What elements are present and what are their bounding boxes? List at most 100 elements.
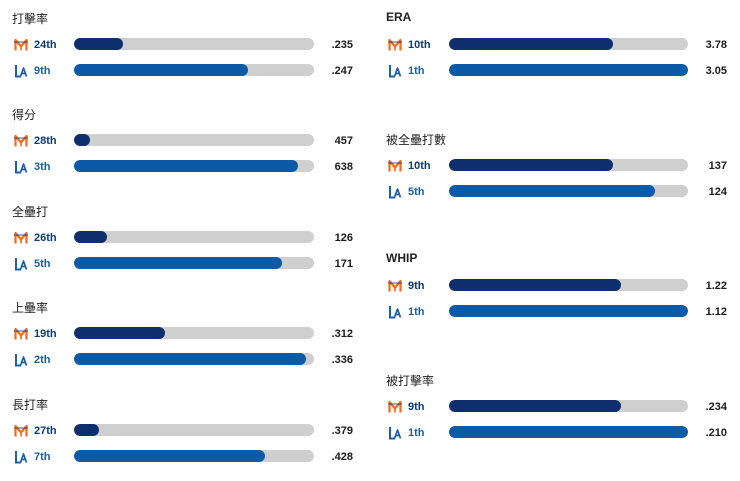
- value-label: .336: [331, 354, 353, 366]
- bar-row-dodgers: 3th 638: [12, 160, 362, 174]
- rank-label: 26th: [34, 232, 57, 244]
- dodgers-logo-icon: [15, 451, 28, 464]
- value-label: 126: [334, 232, 353, 244]
- bar-row-dodgers: 1th 3.05: [386, 64, 736, 78]
- stat-title: 上壘率: [12, 301, 49, 315]
- stat-title: 長打率: [12, 398, 49, 412]
- bar-track: [74, 327, 314, 339]
- bar-row-dodgers: 1th 1.12: [386, 305, 736, 319]
- mets-logo-icon: [388, 38, 402, 51]
- bar-track: [449, 400, 688, 412]
- bar-fill: [74, 231, 107, 243]
- rank-label: 1th: [408, 306, 425, 318]
- dodgers-logo-icon: [15, 65, 28, 78]
- bar-track: [449, 159, 688, 171]
- bar-fill: [449, 426, 688, 438]
- dodgers-logo-icon: [389, 306, 402, 319]
- bar-track: [449, 279, 688, 291]
- rank-label: 1th: [408, 65, 425, 77]
- value-label: 457: [334, 135, 353, 147]
- bar-row-dodgers: 5th 124: [386, 185, 736, 199]
- bar-row-mets: 9th .234: [386, 400, 736, 414]
- value-label: 1.12: [705, 306, 727, 318]
- value-label: .210: [705, 427, 727, 439]
- bar-track: [449, 305, 688, 317]
- bar-fill: [449, 38, 613, 50]
- stat-title: 得分: [12, 108, 37, 122]
- bar-row-mets: 28th 457: [12, 134, 362, 148]
- bar-fill: [74, 327, 165, 339]
- dodgers-logo-icon: [389, 65, 402, 78]
- bar-track: [449, 38, 688, 50]
- bar-track: [449, 64, 688, 76]
- value-label: .235: [331, 39, 353, 51]
- rank-label: 9th: [408, 280, 425, 292]
- rank-label: 19th: [34, 328, 57, 340]
- value-label: 3.05: [705, 65, 727, 77]
- bar-track: [74, 450, 314, 462]
- value-label: 137: [708, 160, 727, 172]
- stat-title: 打擊率: [12, 12, 49, 26]
- bar-row-dodgers: 7th .428: [12, 450, 362, 464]
- value-label: .379: [331, 425, 353, 437]
- bar-fill: [449, 64, 688, 76]
- bar-row-mets: 10th 137: [386, 159, 736, 173]
- bar-track: [74, 38, 314, 50]
- rank-label: 1th: [408, 427, 425, 439]
- bar-fill: [449, 185, 655, 197]
- rank-label: 28th: [34, 135, 57, 147]
- stat-title: 全壘打: [12, 205, 49, 219]
- bar-track: [74, 64, 314, 76]
- bar-fill: [74, 353, 306, 365]
- stat-title: WHIP: [386, 251, 418, 265]
- bar-track: [74, 231, 314, 243]
- stat-title: 被打擊率: [386, 374, 435, 388]
- mets-logo-icon: [388, 279, 402, 292]
- value-label: .428: [331, 451, 353, 463]
- value-label: .312: [331, 328, 353, 340]
- bar-row-mets: 10th 3.78: [386, 38, 736, 52]
- rank-label: 2th: [34, 354, 51, 366]
- mets-logo-icon: [388, 400, 402, 413]
- rank-label: 5th: [408, 186, 425, 198]
- bar-row-mets: 27th .379: [12, 424, 362, 438]
- bar-row-mets: 19th .312: [12, 327, 362, 341]
- rank-label: 9th: [34, 65, 51, 77]
- rank-label: 3th: [34, 161, 51, 173]
- bar-fill: [74, 450, 265, 462]
- bar-row-mets: 26th 126: [12, 231, 362, 245]
- mets-logo-icon: [14, 38, 28, 51]
- value-label: .234: [705, 401, 727, 413]
- bar-fill: [74, 424, 99, 436]
- dodgers-logo-icon: [15, 161, 28, 174]
- bar-track: [74, 160, 314, 172]
- value-label: 3.78: [705, 39, 727, 51]
- bar-row-mets: 24th .235: [12, 38, 362, 52]
- mets-logo-icon: [14, 327, 28, 340]
- bar-track: [74, 257, 314, 269]
- stat-title: 被全壘打數: [386, 133, 447, 147]
- bar-track: [74, 353, 314, 365]
- bar-fill: [449, 159, 613, 171]
- rank-label: 27th: [34, 425, 57, 437]
- bar-track: [74, 424, 314, 436]
- bar-fill: [74, 64, 248, 76]
- stat-title: ERA: [386, 10, 412, 24]
- bar-track: [449, 426, 688, 438]
- mets-logo-icon: [14, 424, 28, 437]
- rank-label: 24th: [34, 39, 57, 51]
- rank-label: 7th: [34, 451, 51, 463]
- rank-label: 9th: [408, 401, 425, 413]
- bar-row-dodgers: 9th .247: [12, 64, 362, 78]
- bar-fill: [449, 305, 688, 317]
- value-label: 638: [334, 161, 353, 173]
- bar-fill: [74, 38, 123, 50]
- dodgers-logo-icon: [15, 354, 28, 367]
- mets-logo-icon: [14, 134, 28, 147]
- rank-label: 5th: [34, 258, 51, 270]
- bar-fill: [449, 279, 621, 291]
- dodgers-logo-icon: [15, 258, 28, 271]
- bar-track: [74, 134, 314, 146]
- bar-fill: [74, 134, 90, 146]
- dodgers-logo-icon: [389, 427, 402, 440]
